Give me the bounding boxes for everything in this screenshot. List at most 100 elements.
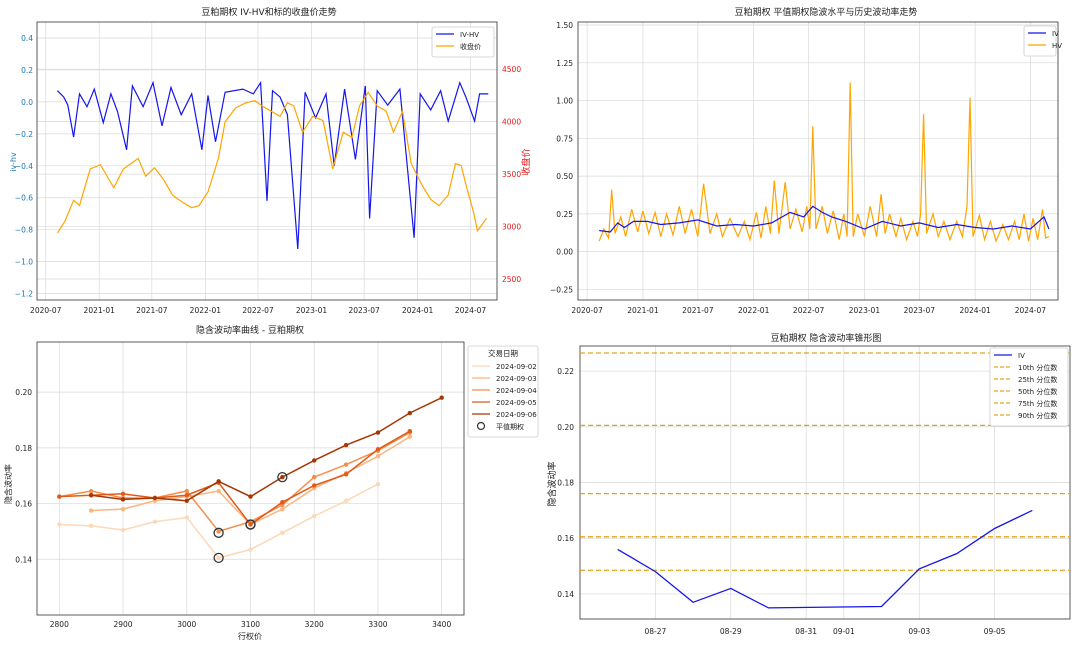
smile-point — [343, 442, 349, 448]
smile-point — [248, 547, 253, 552]
smile-point — [375, 481, 381, 487]
legend-label: 75th 分位数 — [1018, 399, 1057, 408]
y-tick-label: −0.6 — [15, 194, 33, 203]
x-tick-label: 09-01 — [833, 627, 855, 636]
legend-label: 10th 分位数 — [1018, 363, 1057, 372]
x-tick-label: 2022-07 — [793, 306, 825, 315]
atm-marker — [213, 527, 224, 538]
y-axis-label: 隐含波动率 — [3, 464, 13, 504]
y-tick-label: 0.18 — [15, 444, 32, 453]
x-tick-label: 2023-07 — [348, 306, 380, 315]
y-tick-label: −0.4 — [15, 162, 33, 171]
y-tick-label: 0.14 — [557, 590, 574, 599]
x-tick-label: 2022-07 — [242, 306, 274, 315]
legend-label: 25th 分位数 — [1018, 375, 1057, 384]
y-tick-label: 0.25 — [556, 210, 573, 219]
legend-label: 平值期权 — [496, 422, 524, 431]
x-tick-label: 09-05 — [984, 627, 1006, 636]
y-tick-label: 0.4 — [21, 34, 33, 43]
y-tick-label: −0.2 — [15, 130, 33, 139]
x-tick-label: 3100 — [241, 620, 260, 629]
smile-point — [88, 488, 94, 494]
x-tick-label: 09-03 — [908, 627, 930, 636]
x-tick-label: 2800 — [50, 620, 69, 629]
smile-point — [184, 488, 189, 494]
y-tick-label: −0.25 — [550, 285, 573, 294]
y-tick-label: 0.20 — [557, 423, 574, 432]
plot-frame — [579, 345, 1071, 620]
legend-title: 交易日期 — [488, 348, 518, 358]
x-tick-label: 3000 — [177, 620, 196, 629]
smile-point — [120, 527, 126, 533]
y-axis-label: 隐含波动率 — [546, 461, 558, 506]
x-tick-label: 2020-07 — [30, 306, 62, 315]
y-tick-label: −1.2 — [15, 290, 33, 299]
smile-point — [248, 494, 253, 499]
iv-hv-line — [56, 80, 489, 249]
smile-point — [57, 522, 62, 527]
iv-smile-svg: 隐含波动率曲线 - 豆粕期权 隐含波动率 行权价 2800 2900 3000 310… — [3, 324, 539, 641]
legend: IV HV — [1023, 25, 1062, 57]
legend-label: 90th 分位数 — [1018, 411, 1057, 420]
x-tick-label: 2021-01 — [627, 306, 659, 315]
smile-point — [375, 430, 381, 435]
smile-point — [120, 491, 126, 497]
y-tick-label: 0.22 — [557, 367, 574, 376]
smile-point — [88, 508, 94, 513]
hv-line — [598, 82, 1050, 243]
y2-axis-label: 收盘价 — [520, 148, 532, 175]
legend-label: 2024-09-03 — [496, 375, 537, 383]
smile-point — [184, 493, 189, 498]
y2-tick-label: 3000 — [502, 223, 521, 232]
x-tick-label: 2023-01 — [849, 306, 881, 315]
smile-point — [312, 483, 317, 488]
x-tick-label: 2024-01 — [959, 306, 991, 315]
atm-marker — [245, 519, 256, 530]
y-tick-label: 0.18 — [557, 479, 574, 488]
x-tick-label: 2022-01 — [190, 306, 222, 315]
smile-point — [152, 519, 158, 524]
smile-point — [184, 515, 189, 520]
atm-marker — [277, 471, 288, 483]
smile-point — [375, 447, 381, 452]
smile-point — [280, 506, 285, 512]
legend-label: 2024-09-02 — [496, 363, 537, 371]
smile-point — [312, 458, 317, 463]
x-tick-label: 2020-07 — [571, 306, 603, 315]
x-tick-label: 2021-07 — [136, 306, 168, 315]
smile-point — [407, 410, 413, 416]
smile-point — [407, 434, 413, 439]
legend-label: HV — [1052, 42, 1062, 50]
legend-label: 2024-09-05 — [496, 399, 537, 407]
y-tick-label: 0.14 — [15, 555, 32, 564]
y-tick-label: 0.00 — [556, 248, 573, 257]
x-tick-label: 3300 — [368, 620, 387, 629]
smile-point — [248, 522, 253, 527]
chart-title: 豆粕期权 IV-HV和标的收盘价走势 — [201, 6, 336, 18]
iv-hv-level-svg: 豆粕期权 平值期权隐波水平与历史波动率走势 2020-07 2021-01 2021… — [550, 6, 1062, 315]
y-tick-label: 0.0 — [21, 98, 33, 107]
x-tick-label: 2900 — [113, 620, 132, 629]
legend-label: 50th 分位数 — [1018, 387, 1057, 396]
plot-frame — [36, 341, 465, 616]
legend: IV 10th 分位数 25th 分位数 50th 分位数 75th 分位数 90th 分… — [989, 347, 1069, 427]
smile-point — [184, 498, 189, 503]
smile-point — [152, 495, 158, 501]
legend: IV-HV 收盘价 — [431, 26, 495, 58]
smile-point — [375, 454, 381, 459]
x-tick-label: 08-27 — [644, 627, 666, 636]
x-tick-label: 2021-01 — [84, 306, 116, 315]
smile-point — [439, 395, 444, 400]
x-tick-label: 08-31 — [795, 627, 817, 636]
iv-hv-level-chart: 豆粕期权 平值期权隐波水平与历史波动率走势 2020-07 2021-01 2021… — [540, 0, 1080, 322]
x-tick-label: 3400 — [432, 620, 451, 629]
smile-point — [312, 513, 317, 519]
x-tick-label: 08-29 — [720, 627, 742, 636]
smile-point — [280, 530, 285, 536]
y2-tick-label: 2500 — [502, 275, 521, 284]
plot-frame — [36, 21, 498, 301]
iv-cone-svg: 豆粕期权 隐含波动率锥形图 隐含波动率 08-27 08-29 08-31 09-01… — [546, 332, 1071, 636]
x-tick-label: 2024-01 — [402, 306, 434, 315]
y2-tick-label: 3500 — [502, 170, 521, 179]
legend-label: IV — [1018, 352, 1025, 360]
